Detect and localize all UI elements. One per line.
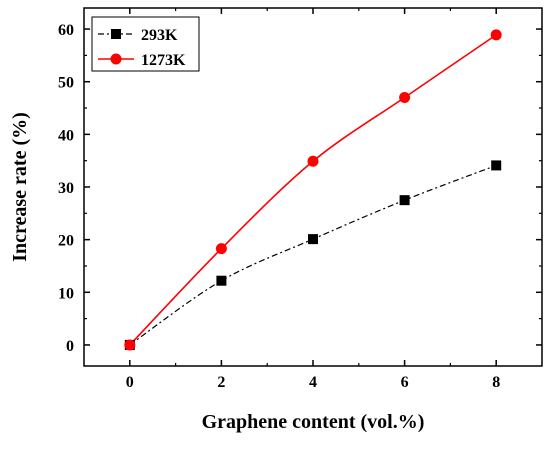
series-layer <box>124 29 502 351</box>
y-axis-title: Increase rate (%) <box>9 112 31 262</box>
legend-label-1273k: 1273K <box>141 52 186 69</box>
x-tick-label: 6 <box>401 374 409 391</box>
y-tick-label: 30 <box>58 180 74 197</box>
ticks: 0 2 4 6 8 0 10 20 30 40 50 60 <box>58 8 542 391</box>
data-point-1273k <box>215 243 227 255</box>
legend: 293K 1273K <box>91 16 200 72</box>
x-axis-title: Graphene content (vol.%) <box>202 411 425 433</box>
data-point-1273k <box>399 92 411 103</box>
y-tick-label: 50 <box>58 75 74 92</box>
data-point-293k <box>491 160 502 171</box>
y-tick-label: 10 <box>58 285 74 302</box>
y-tick-label: 60 <box>58 22 74 39</box>
legend-marker-1273k <box>110 53 122 65</box>
data-point-1273k <box>490 29 502 41</box>
data-point-1273k <box>124 339 136 351</box>
series-line-1273k <box>129 34 497 346</box>
legend-label-293k: 293K <box>141 27 178 44</box>
data-point-293k <box>216 275 227 286</box>
legend-box <box>91 16 200 72</box>
y-tick-label: 40 <box>58 127 74 144</box>
y-tick-label: 20 <box>58 233 74 250</box>
y-tick-label: 0 <box>66 338 74 355</box>
x-tick-label: 4 <box>309 374 317 391</box>
x-tick-label: 2 <box>217 374 225 391</box>
series-line-293k <box>129 164 497 346</box>
x-tick-label: 0 <box>126 374 134 391</box>
data-point-1273k <box>307 155 319 167</box>
legend-marker-293k <box>111 29 121 39</box>
x-tick-label: 8 <box>492 374 500 391</box>
data-point-293k <box>308 234 318 245</box>
data-point-293k <box>399 195 410 206</box>
